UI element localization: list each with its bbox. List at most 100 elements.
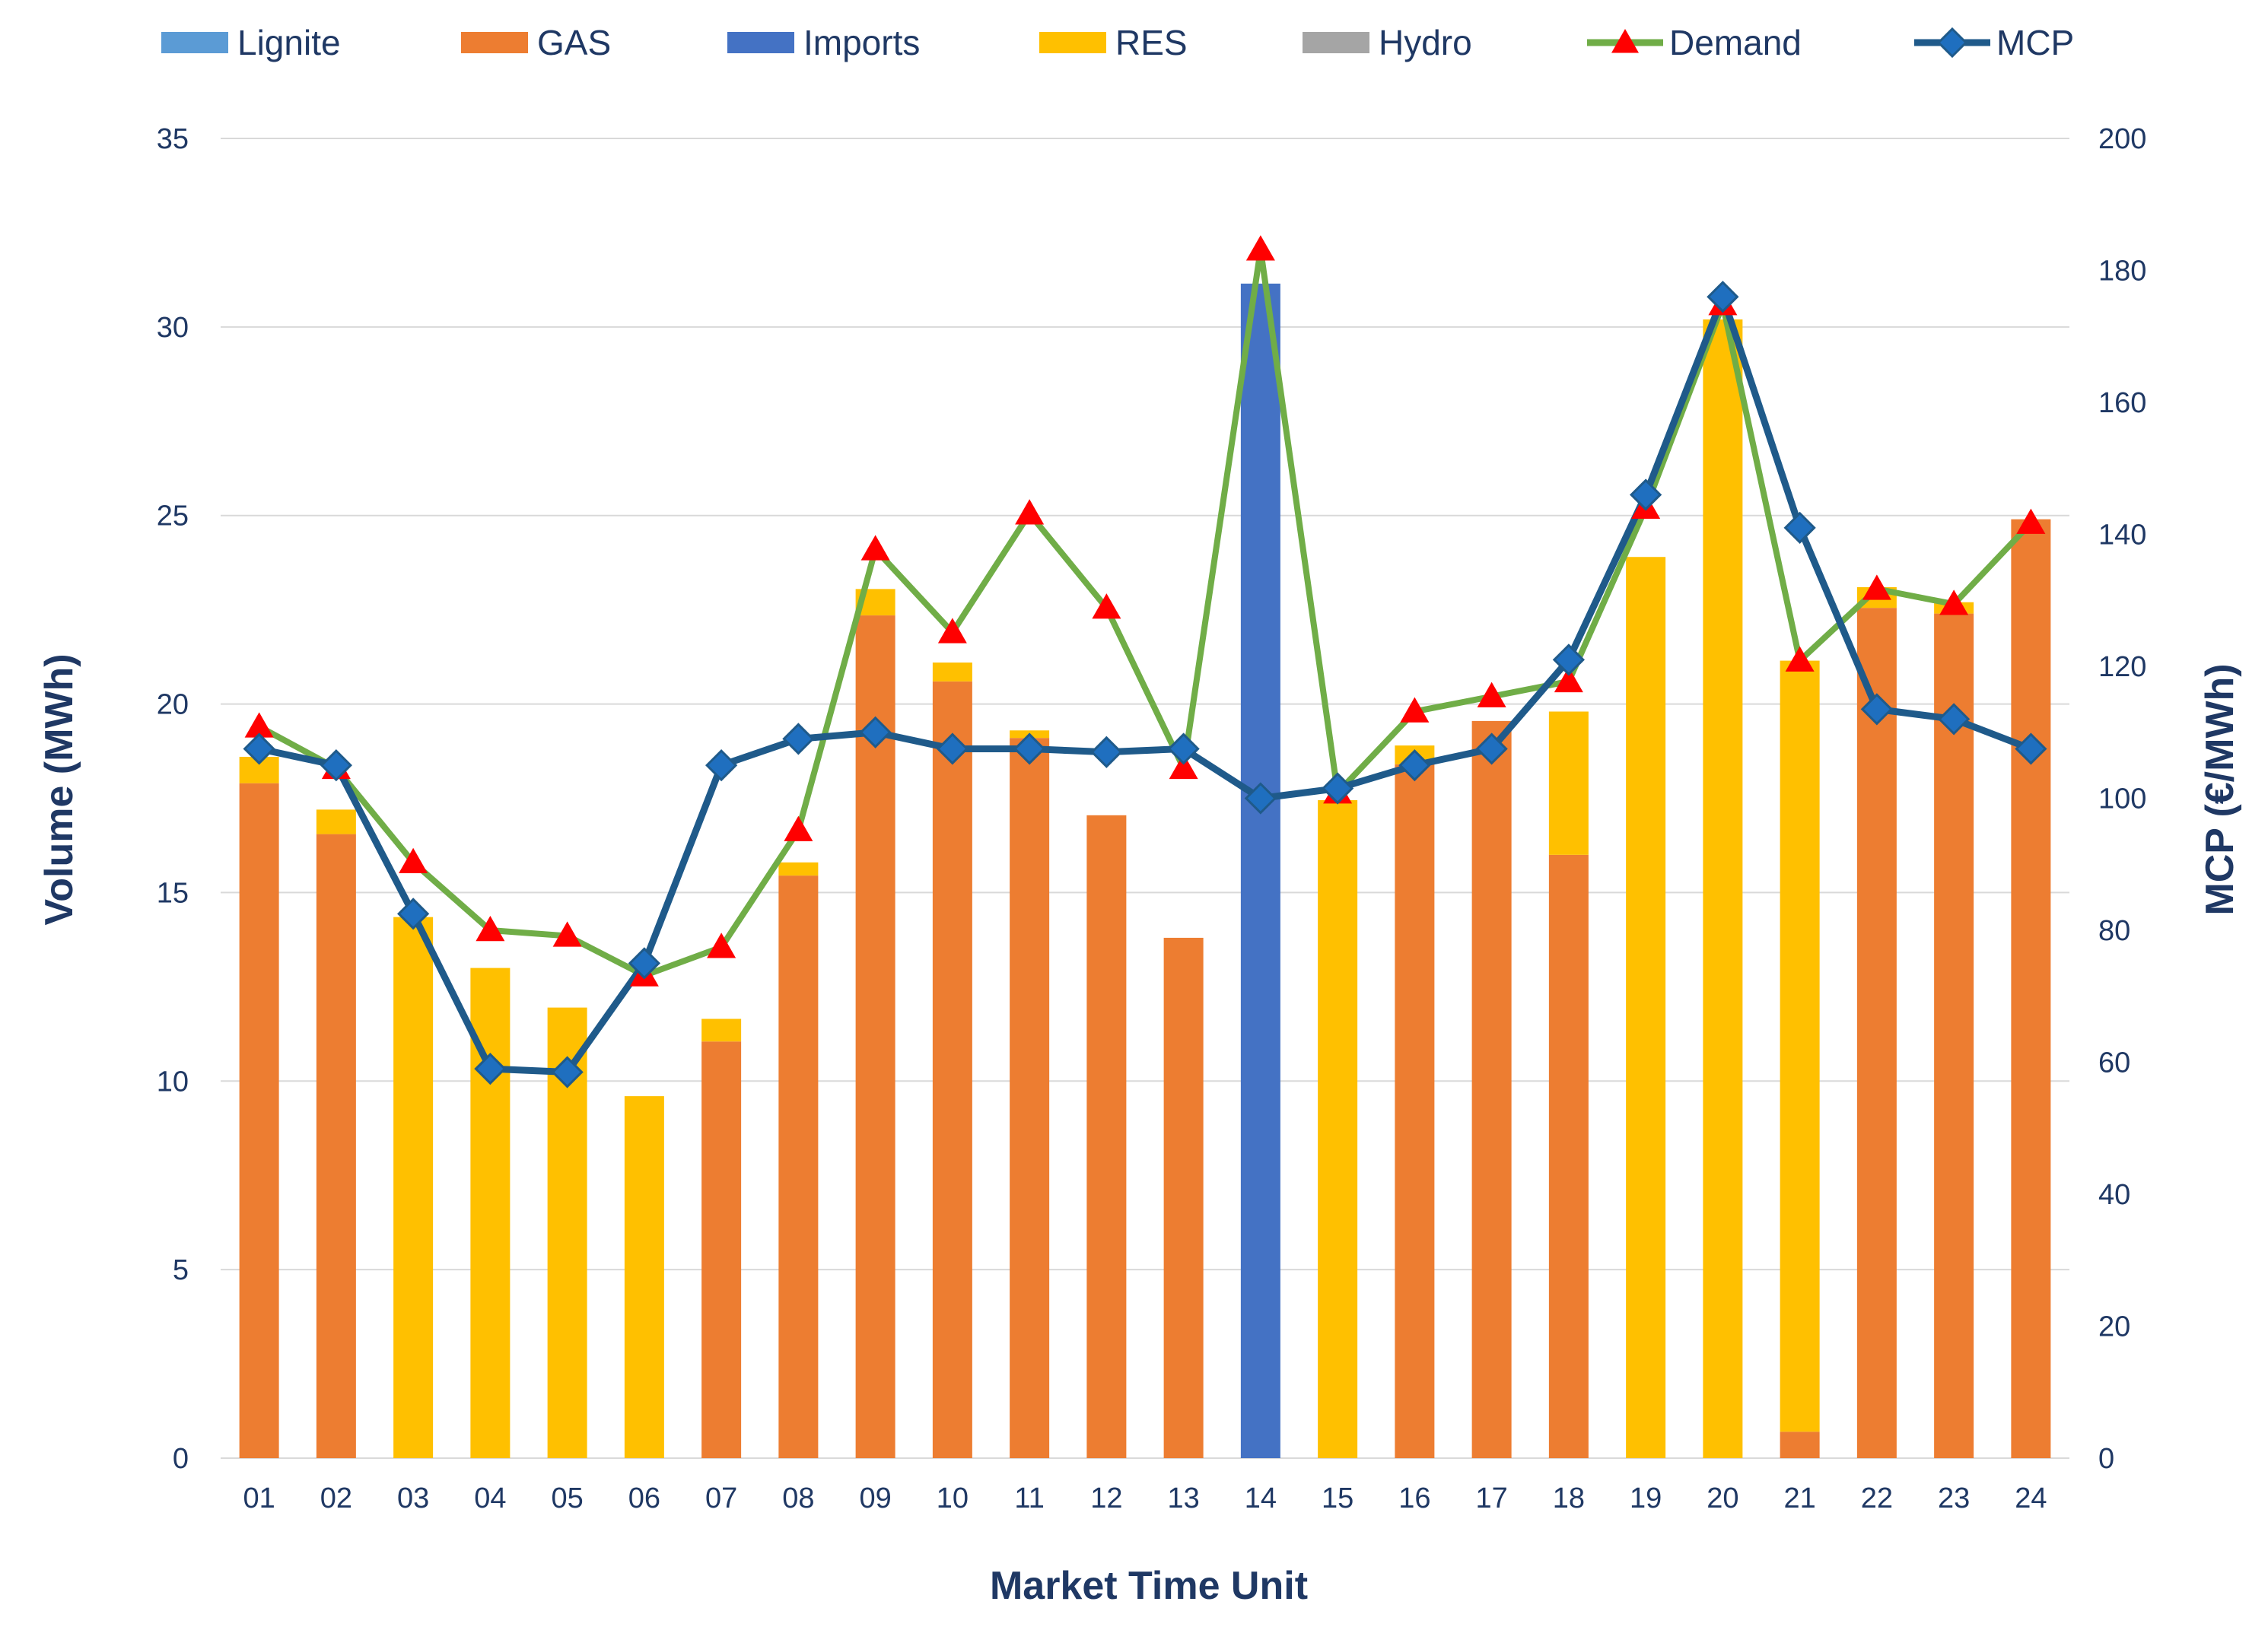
mcp-point-06 [628, 947, 660, 980]
mcp-point-12 [1090, 736, 1123, 768]
y-right-tick-label: 40 [2098, 1179, 2130, 1211]
x-tick-label: 04 [474, 1482, 506, 1514]
y-right-axis-title: MCP (€/MWh) [2198, 663, 2242, 915]
y-left-tick-label: 20 [157, 689, 189, 721]
mcp-point-08 [782, 723, 815, 755]
legend-label-gas: GAS [537, 23, 611, 62]
series-markers [243, 235, 2047, 1088]
x-tick-label: 06 [628, 1482, 660, 1514]
mcp-point-01 [243, 732, 275, 765]
mcp-point-16 [1398, 749, 1431, 782]
legend-label-hydro: Hydro [1379, 23, 1472, 62]
mcp-point-11 [1013, 732, 1046, 765]
legend-marker-mcp [1936, 27, 1968, 59]
series-lines [257, 246, 2034, 1076]
mcp-point-21 [1783, 511, 1816, 544]
bar-gas-23 [1934, 613, 1974, 1458]
legend-label-res: RES [1115, 23, 1188, 62]
bar-imports-14 [1240, 283, 1280, 1459]
bar-gas-07 [701, 1041, 742, 1458]
tick-labels: 0510152025303502040608010012014016018020… [157, 123, 2147, 1514]
mcp-point-04 [474, 1053, 507, 1085]
legend-label-demand: Demand [1669, 23, 1802, 62]
bar-gas-16 [1395, 764, 1435, 1458]
bar-res-20 [1703, 319, 1743, 1458]
mcp-point-22 [1860, 693, 1893, 726]
demand-point-10 [937, 618, 967, 643]
x-tick-label: 01 [243, 1482, 275, 1514]
y-right-tick-label: 60 [2098, 1047, 2130, 1079]
x-tick-label: 22 [1861, 1482, 1893, 1514]
gridlines [221, 138, 2069, 1459]
legend-swatch-lignite [161, 32, 228, 53]
y-left-tick-label: 25 [157, 500, 189, 532]
y-left-tick-label: 10 [157, 1066, 189, 1098]
demand-point-13 [1169, 753, 1198, 780]
x-tick-label: 09 [859, 1482, 891, 1514]
y-right-tick-label: 160 [2098, 387, 2146, 419]
demand-point-08 [784, 815, 813, 841]
bar-gas-08 [778, 875, 819, 1458]
y-left-tick-label: 0 [173, 1443, 189, 1475]
demand-point-22 [1862, 574, 1891, 600]
legend-swatch-imports [727, 32, 794, 53]
bar-gas-18 [1548, 854, 1589, 1458]
bar-gas-01 [239, 783, 279, 1458]
legend: Lignite GAS Imports RES Hydro Demand MCP [161, 23, 2074, 62]
bar-res-15 [1318, 799, 1358, 1458]
mcp-point-19 [1630, 478, 1662, 511]
demand-point-05 [552, 921, 582, 947]
legend-label-imports: Imports [803, 23, 920, 62]
demand-point-14 [1245, 235, 1275, 261]
y-right-tick-label: 140 [2098, 520, 2146, 551]
bar-gas-09 [855, 615, 895, 1458]
bar-res-03 [393, 917, 434, 1458]
bar-res-07 [701, 1018, 742, 1042]
mcp-point-23 [1938, 703, 1971, 736]
x-axis-title: Market Time Unit [990, 1564, 1308, 1608]
demand-point-11 [1015, 499, 1045, 525]
legend-label-lignite: Lignite [237, 23, 341, 62]
x-tick-label: 24 [2015, 1482, 2047, 1514]
bar-gas-13 [1163, 937, 1204, 1458]
mcp-point-07 [705, 749, 738, 782]
x-tick-label: 19 [1630, 1482, 1662, 1514]
bar-gas-10 [932, 681, 972, 1458]
y-left-tick-label: 15 [157, 877, 189, 909]
demand-point-24 [2016, 508, 2046, 534]
mcp-point-13 [1167, 732, 1200, 765]
mcp-point-17 [1475, 732, 1508, 765]
mcp-point-18 [1552, 643, 1585, 676]
y-right-tick-label: 0 [2098, 1443, 2114, 1475]
bars [239, 283, 2051, 1459]
demand-point-07 [707, 933, 736, 958]
bar-res-02 [316, 809, 356, 834]
bar-gas-17 [1471, 720, 1512, 1458]
bar-gas-22 [1856, 608, 1897, 1458]
demand-point-18 [1554, 666, 1583, 693]
mcp-point-05 [551, 1056, 584, 1088]
bar-res-10 [932, 663, 972, 682]
bar-res-06 [624, 1096, 664, 1458]
demand-point-01 [244, 712, 274, 738]
y-right-tick-label: 100 [2098, 783, 2146, 815]
y-right-tick-label: 120 [2098, 651, 2146, 683]
demand-line [257, 246, 2034, 979]
mcp-point-15 [1322, 772, 1354, 805]
x-tick-label: 17 [1475, 1482, 1507, 1514]
demand-point-03 [399, 847, 428, 874]
x-tick-label: 18 [1553, 1482, 1585, 1514]
bar-res-21 [1780, 660, 1820, 1432]
x-tick-label: 14 [1245, 1482, 1277, 1514]
bar-gas-21 [1780, 1432, 1820, 1458]
bar-gas-02 [316, 834, 356, 1458]
bar-gas-12 [1086, 815, 1127, 1458]
x-tick-label: 15 [1322, 1482, 1353, 1514]
mcp-point-02 [320, 749, 352, 782]
demand-point-12 [1092, 593, 1121, 619]
y-right-tick-label: 180 [2098, 256, 2146, 288]
x-tick-label: 08 [782, 1482, 814, 1514]
x-tick-label: 21 [1783, 1482, 1815, 1514]
x-tick-label: 13 [1167, 1482, 1199, 1514]
